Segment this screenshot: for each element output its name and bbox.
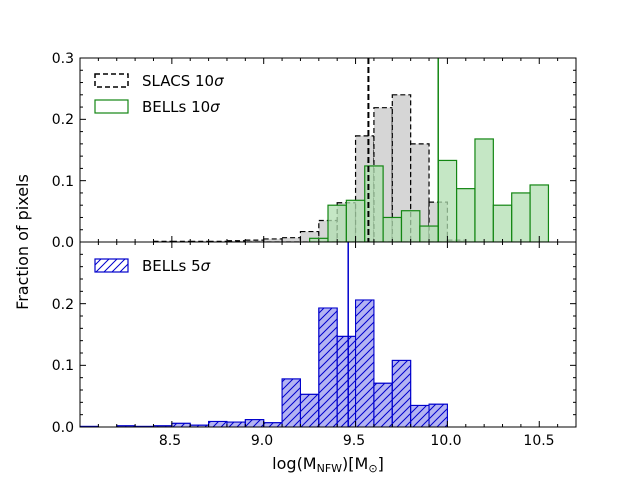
y-axis-label: Fraction of pixels — [13, 174, 32, 310]
top-ytick-label: 0.0 — [52, 235, 74, 251]
bottom-ytick-label: 0.1 — [52, 358, 74, 374]
histogram-bar-hatch — [226, 421, 246, 427]
histogram-bar-hatch — [336, 335, 357, 427]
histogram-bar — [511, 192, 531, 242]
histogram-bar-hatch — [208, 420, 228, 427]
histogram-bar — [299, 230, 320, 242]
xtick-label: 8.5 — [159, 433, 181, 449]
histogram-bar-hatch — [171, 422, 191, 427]
legend-bells5-label: BELLs 5σ — [142, 257, 211, 275]
xtick-label: 9.0 — [251, 433, 273, 449]
histogram-bar-hatch — [355, 299, 375, 427]
bottom-axes-frame — [79, 241, 577, 428]
legend-bells5-swatch — [94, 258, 129, 273]
histogram-bar — [455, 188, 476, 242]
x-label-main: log(M — [272, 454, 316, 473]
legend-bells10-swatch — [94, 99, 129, 114]
xtick-label: 10.5 — [523, 433, 554, 449]
histogram-bar-hatch — [299, 393, 320, 427]
legend-bells10-label: BELLs 10σ — [142, 98, 220, 116]
top-ytick-label: 0.3 — [52, 51, 74, 67]
bottom-ytick-label: 0.0 — [52, 420, 74, 436]
histogram-bar-hatch — [391, 359, 412, 427]
x-label-tail: )[M — [342, 454, 368, 473]
legend-slacs-label: SLACS 10σ — [142, 72, 224, 90]
top-panel-bars — [152, 58, 550, 242]
x-label-sub: NFW — [317, 462, 343, 475]
x-axis-label: log(MNFW)[M⊙] — [272, 454, 384, 475]
top-ytick-label: 0.2 — [52, 112, 74, 128]
histogram-bar-hatch — [410, 404, 430, 427]
bottom-panel-bars — [80, 242, 448, 427]
histogram-bar — [327, 204, 347, 242]
x-label-end: ] — [378, 454, 384, 473]
xtick-label: 9.5 — [343, 433, 365, 449]
histogram-bar — [437, 159, 458, 242]
legend-slacs-swatch — [94, 73, 129, 88]
bottom-ytick-label: 0.2 — [52, 297, 74, 313]
histogram-bar — [345, 199, 366, 242]
histogram-bar — [400, 210, 421, 242]
axis-ticks — [79, 57, 577, 428]
histogram-bar-hatch — [373, 382, 393, 427]
histogram-bar-hatch — [318, 307, 338, 427]
histogram-bar — [474, 138, 494, 242]
histogram-bar — [281, 237, 302, 242]
histogram-bar-hatch — [428, 403, 448, 427]
histogram-bar-hatch — [263, 422, 283, 427]
histogram-bar-hatch — [244, 419, 265, 427]
xtick-label: 10.0 — [430, 433, 461, 449]
histogram-bar — [529, 184, 550, 242]
histogram-bar-hatch — [281, 378, 301, 427]
histogram-bar — [382, 216, 403, 242]
histogram-bar — [492, 204, 513, 242]
x-label-sun: ⊙ — [368, 462, 377, 475]
top-ytick-label: 0.1 — [52, 174, 74, 190]
